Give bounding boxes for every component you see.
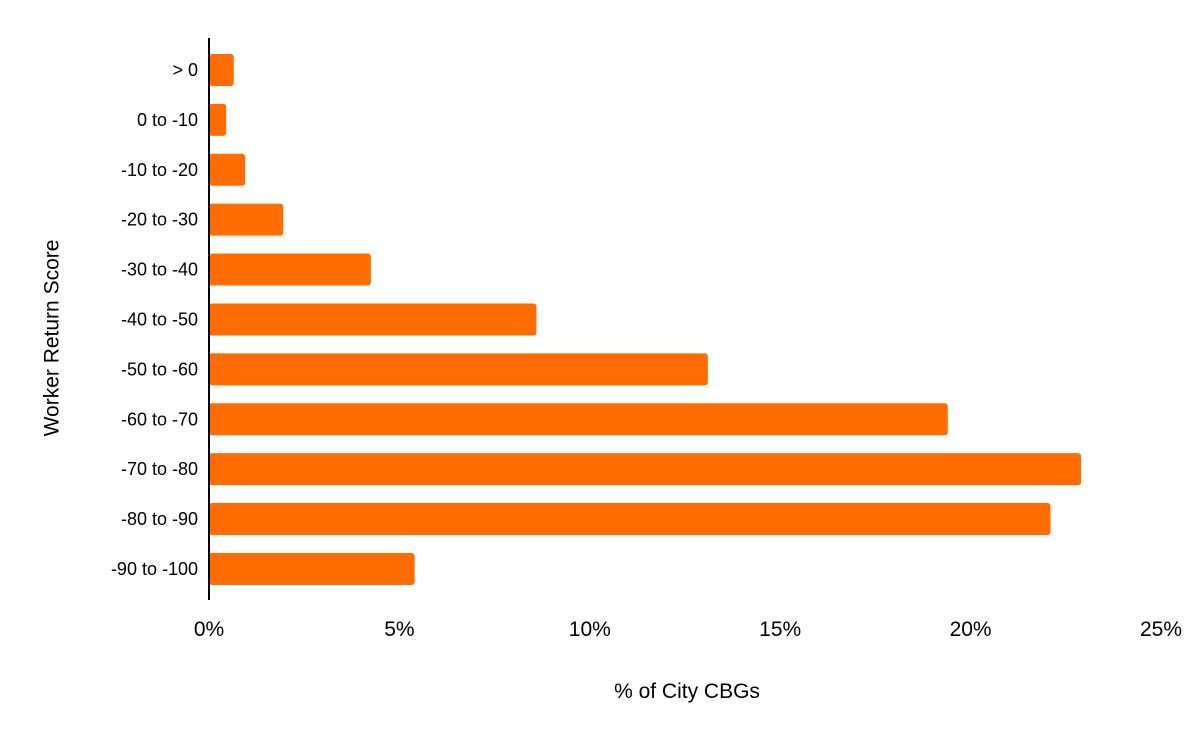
x-tick-label: 25% — [1140, 618, 1182, 641]
x-tick-label: 15% — [759, 618, 801, 641]
category-label: -60 to -70 — [121, 409, 198, 429]
bar — [209, 253, 371, 286]
bar — [209, 53, 234, 86]
category-labels: > 0 0 to -10 -10 to -20 -20 to -30 -30 to -4… — [111, 60, 198, 579]
bars-group — [209, 53, 1082, 585]
x-tick-labels: 0% 5% 10% 15% 20% 25% — [194, 618, 1182, 641]
category-label: -80 to -90 — [121, 509, 198, 529]
bar — [209, 552, 415, 585]
bar — [209, 303, 537, 336]
x-tick-label: 5% — [384, 618, 414, 641]
bar — [209, 153, 246, 186]
category-label: -70 to -80 — [121, 459, 198, 479]
x-tick-label: 20% — [950, 618, 992, 641]
x-tick-label: 0% — [194, 618, 224, 641]
category-label: -90 to -100 — [111, 559, 198, 579]
y-axis-title: Worker Return Score — [41, 240, 64, 437]
category-label: -50 to -60 — [121, 359, 198, 379]
x-tick-label: 10% — [569, 618, 611, 641]
bar — [209, 103, 227, 136]
category-label: -20 to -30 — [121, 210, 198, 230]
category-label: -10 to -20 — [121, 160, 198, 180]
category-label: > 0 — [172, 60, 198, 80]
bar — [209, 203, 284, 236]
category-label: -30 to -40 — [121, 260, 198, 280]
category-label: -40 to -50 — [121, 309, 198, 329]
bar — [209, 453, 1082, 486]
category-label: 0 to -10 — [137, 110, 198, 130]
bar — [209, 353, 708, 386]
x-axis-title: % of City CBGs — [614, 680, 760, 703]
bar — [209, 403, 948, 436]
bar — [209, 503, 1051, 536]
